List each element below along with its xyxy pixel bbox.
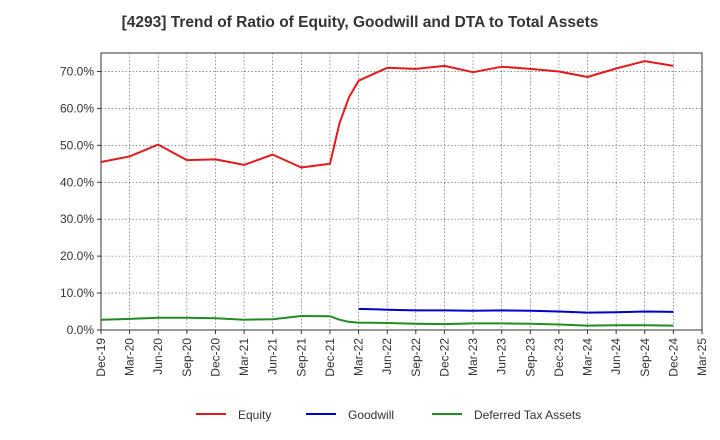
x-tick-label: Sep-23 bbox=[523, 338, 537, 377]
chart-title: [4293] Trend of Ratio of Equity, Goodwil… bbox=[121, 14, 599, 31]
x-tick-label: Dec-19 bbox=[94, 338, 108, 377]
series-line-equity bbox=[100, 60, 674, 169]
x-axis: Dec-19 Mar-20 Jun-20 Sep-20 Dec-20 Mar-21 Jun-… bbox=[94, 330, 709, 377]
x-tick-label: Sep-21 bbox=[294, 338, 308, 377]
series-line-deferred-tax-assets bbox=[100, 315, 674, 327]
legend: Equity Goodwill Deferred Tax Assets bbox=[196, 408, 581, 422]
series-line-goodwill bbox=[358, 307, 674, 314]
x-tick-label: Mar-24 bbox=[581, 338, 595, 376]
y-tick-label: 40.0% bbox=[60, 175, 94, 189]
x-tick-label: Dec-21 bbox=[323, 338, 337, 377]
y-tick-label: 60.0% bbox=[60, 101, 94, 115]
series-lines bbox=[100, 60, 674, 327]
x-tick-label: Jun-22 bbox=[380, 338, 394, 375]
legend-label-equity: Equity bbox=[238, 408, 271, 422]
x-tick-label: Jun-20 bbox=[151, 338, 165, 375]
x-tick-label: Jun-24 bbox=[609, 338, 623, 375]
y-tick-label: 30.0% bbox=[60, 212, 94, 226]
y-tick-label: 50.0% bbox=[60, 138, 94, 152]
legend-label-deferred-tax-assets: Deferred Tax Assets bbox=[474, 408, 581, 422]
x-tick-label: Mar-20 bbox=[123, 338, 137, 376]
x-tick-label: Mar-25 bbox=[695, 338, 709, 376]
x-tick-label: Mar-22 bbox=[352, 338, 366, 376]
x-tick-label: Dec-20 bbox=[208, 338, 222, 377]
x-tick-label: Mar-23 bbox=[466, 338, 480, 376]
legend-label-goodwill: Goodwill bbox=[348, 408, 394, 422]
x-tick-label: Dec-23 bbox=[552, 338, 566, 377]
x-tick-label: Mar-21 bbox=[237, 338, 251, 376]
grid bbox=[101, 53, 702, 330]
y-tick-label: 0.0% bbox=[67, 323, 95, 337]
y-tick-label: 20.0% bbox=[60, 249, 94, 263]
x-tick-label: Sep-24 bbox=[638, 338, 652, 377]
y-axis: 0.0% 10.0% 20.0% 30.0% 40.0% 50.0% 60.0% 70.0% bbox=[60, 64, 101, 337]
x-tick-label: Jun-23 bbox=[495, 338, 509, 375]
y-tick-label: 70.0% bbox=[60, 64, 94, 78]
x-tick-label: Dec-24 bbox=[666, 338, 680, 377]
x-tick-label: Dec-22 bbox=[437, 338, 451, 377]
plot-frame bbox=[100, 52, 703, 331]
x-tick-label: Sep-22 bbox=[409, 338, 423, 377]
y-tick-label: 10.0% bbox=[60, 286, 94, 300]
x-tick-label: Jun-21 bbox=[266, 338, 280, 375]
x-tick-label: Sep-20 bbox=[180, 338, 194, 377]
